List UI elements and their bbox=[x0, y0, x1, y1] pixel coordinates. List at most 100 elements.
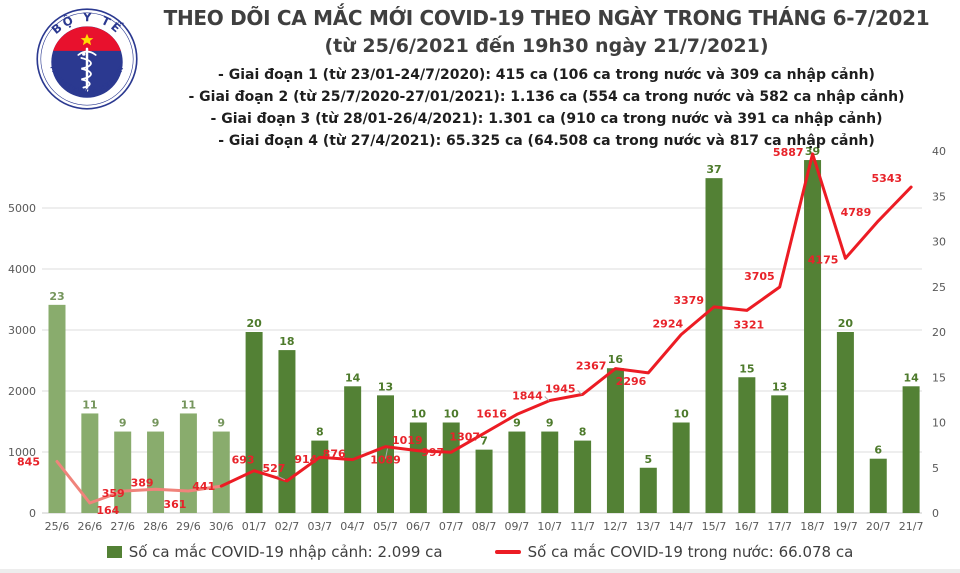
date-label: 03/7 bbox=[307, 520, 332, 533]
label-leader bbox=[544, 396, 550, 401]
right-axis-tick: 0 bbox=[932, 507, 939, 520]
line-value-label: 2924 bbox=[653, 318, 684, 331]
date-label: 17/7 bbox=[767, 520, 792, 533]
label-leader bbox=[577, 390, 582, 395]
line-value-label: 1616 bbox=[476, 407, 507, 420]
right-axis-tick: 40 bbox=[932, 145, 946, 158]
line-value-label: 845 bbox=[17, 455, 40, 468]
line-value-label: 1945 bbox=[545, 382, 576, 395]
date-label: 27/6 bbox=[110, 520, 135, 533]
bar-01/7 bbox=[245, 332, 263, 513]
bar-value-label: 10 bbox=[673, 408, 689, 421]
date-label: 13/7 bbox=[636, 520, 661, 533]
legend-line-label: Số ca mắc COVID-19 trong nước: 66.078 ca bbox=[527, 543, 854, 561]
bar-value-label: 15 bbox=[739, 362, 754, 375]
period-line-3: - Giai đoạn 3 (từ 28/01-26/4/2021): 1.30… bbox=[210, 111, 883, 127]
bar-02/7 bbox=[278, 350, 296, 513]
label-leader bbox=[276, 475, 286, 481]
date-label: 10/7 bbox=[537, 520, 562, 533]
date-label: 12/7 bbox=[603, 520, 628, 533]
right-axis-tick: 25 bbox=[932, 281, 946, 294]
date-label: 08/7 bbox=[472, 520, 497, 533]
left-axis-tick: 0 bbox=[29, 507, 36, 520]
bar-27/6 bbox=[114, 431, 132, 513]
date-label: 28/6 bbox=[143, 520, 168, 533]
bar-09/7 bbox=[508, 431, 526, 513]
bar-15/7 bbox=[705, 178, 723, 513]
bar-14/7 bbox=[672, 422, 690, 513]
bar-20/7 bbox=[869, 458, 887, 513]
date-label: 07/7 bbox=[439, 520, 464, 533]
asclepius-staff-icon bbox=[77, 47, 97, 92]
line-value-label: 997 bbox=[421, 446, 444, 459]
bar-05/7 bbox=[377, 395, 394, 513]
bar-value-label: 9 bbox=[119, 417, 127, 430]
bar-19/7 bbox=[836, 332, 854, 513]
line-value-label: 1844 bbox=[512, 390, 543, 403]
chart-legend: Số ca mắc COVID-19 nhập cảnh: 2.099 ca S… bbox=[0, 543, 960, 561]
bar-value-label: 13 bbox=[378, 380, 393, 393]
right-axis-tick: 5 bbox=[932, 462, 939, 475]
line-value-label: 1089 bbox=[370, 454, 401, 467]
period-line-1: - Giai đoạn 1 (từ 23/01-24/7/2020): 415 … bbox=[218, 67, 875, 83]
date-label: 14/7 bbox=[669, 520, 694, 533]
right-axis-tick: 30 bbox=[932, 236, 946, 249]
line-value-label: 2296 bbox=[616, 375, 647, 388]
date-label: 02/7 bbox=[275, 520, 300, 533]
date-label: 01/7 bbox=[242, 520, 267, 533]
date-label: 30/6 bbox=[209, 520, 234, 533]
date-label: 11/7 bbox=[570, 520, 595, 533]
date-label: 06/7 bbox=[406, 520, 431, 533]
right-axis-tick: 15 bbox=[932, 371, 946, 384]
date-label: 05/7 bbox=[373, 520, 398, 533]
logo-inner-ring bbox=[40, 12, 134, 106]
line-value-label: 2367 bbox=[576, 360, 607, 373]
bar-value-label: 6 bbox=[874, 444, 882, 457]
date-label: 15/7 bbox=[702, 520, 727, 533]
legend-item-domestic: Số ca mắc COVID-19 trong nước: 66.078 ca bbox=[494, 543, 854, 561]
bar-value-label: 9 bbox=[546, 417, 554, 430]
bar-12/7 bbox=[606, 368, 624, 513]
bar-value-label: 14 bbox=[903, 371, 919, 384]
date-label: 20/7 bbox=[866, 520, 891, 533]
legend-bar-swatch bbox=[106, 546, 122, 558]
bar-value-label: 8 bbox=[316, 426, 324, 439]
bar-value-label: 23 bbox=[49, 290, 64, 303]
line-value-label: 3321 bbox=[734, 318, 765, 331]
line-value-label: 1019 bbox=[392, 434, 423, 447]
date-label: 21/7 bbox=[899, 520, 924, 533]
domestic-cases-line bbox=[219, 152, 913, 488]
line-value-label: 876 bbox=[323, 448, 346, 461]
bar-value-label: 18 bbox=[279, 335, 294, 348]
bar-value-label: 37 bbox=[706, 163, 721, 176]
bar-value-label: 14 bbox=[345, 371, 361, 384]
bar-21/7 bbox=[902, 386, 920, 513]
line-value-label: 1307 bbox=[449, 430, 480, 443]
left-axis-tick: 4000 bbox=[8, 263, 36, 276]
bar-08/7 bbox=[475, 449, 493, 513]
left-axis-tick: 1000 bbox=[8, 446, 36, 459]
line-value-label: 359 bbox=[102, 487, 125, 500]
line-value-label: 4789 bbox=[841, 206, 872, 219]
bar-value-label: 10 bbox=[444, 408, 460, 421]
date-label: 29/6 bbox=[176, 520, 201, 533]
line-value-label: 3705 bbox=[744, 270, 775, 283]
bar-06/7 bbox=[409, 422, 427, 513]
bar-16/7 bbox=[738, 377, 756, 513]
date-label: 25/6 bbox=[45, 520, 70, 533]
left-axis-tick: 5000 bbox=[8, 202, 36, 215]
right-axis-tick: 10 bbox=[932, 417, 946, 430]
label-leader bbox=[385, 448, 388, 459]
header: THEO DÕI CA MẮC MỚI COVID-19 THEO NGÀY T… bbox=[145, 6, 948, 152]
bar-value-label: 11 bbox=[82, 398, 97, 411]
date-label: 26/6 bbox=[77, 520, 102, 533]
bar-value-label: 20 bbox=[838, 317, 854, 330]
bar-value-label: 7 bbox=[480, 435, 488, 448]
bar-value-label: 16 bbox=[608, 353, 624, 366]
legend-item-imported: Số ca mắc COVID-19 nhập cảnh: 2.099 ca bbox=[106, 543, 443, 561]
right-axis-tick: 20 bbox=[932, 326, 946, 339]
right-axis-tick: 35 bbox=[932, 190, 946, 203]
bar-25/6 bbox=[48, 304, 66, 513]
line-value-label: 527 bbox=[262, 462, 285, 475]
